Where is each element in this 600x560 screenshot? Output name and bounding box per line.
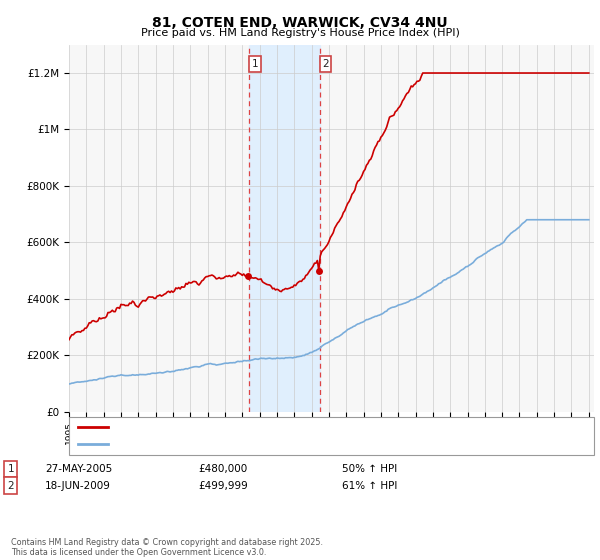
Text: 2: 2	[322, 59, 329, 69]
Text: £480,000: £480,000	[198, 464, 247, 474]
Bar	[249, 45, 320, 412]
Text: Price paid vs. HM Land Registry's House Price Index (HPI): Price paid vs. HM Land Registry's House …	[140, 28, 460, 38]
Text: 81, COTEN END, WARWICK, CV34 4NU: 81, COTEN END, WARWICK, CV34 4NU	[152, 16, 448, 30]
Text: £499,999: £499,999	[198, 480, 248, 491]
Text: Contains HM Land Registry data © Crown copyright and database right 2025.
This d: Contains HM Land Registry data © Crown c…	[11, 538, 323, 557]
Text: 1: 1	[251, 59, 258, 69]
Text: HPI: Average price, detached house, Warwick: HPI: Average price, detached house, Warw…	[114, 439, 340, 449]
Text: 18-JUN-2009: 18-JUN-2009	[45, 480, 111, 491]
Text: 1: 1	[7, 464, 14, 474]
Text: 61% ↑ HPI: 61% ↑ HPI	[342, 480, 397, 491]
Text: 81, COTEN END, WARWICK, CV34 4NU (detached house): 81, COTEN END, WARWICK, CV34 4NU (detach…	[114, 422, 395, 432]
Text: 50% ↑ HPI: 50% ↑ HPI	[342, 464, 397, 474]
Text: 2: 2	[7, 480, 14, 491]
Text: 27-MAY-2005: 27-MAY-2005	[45, 464, 112, 474]
